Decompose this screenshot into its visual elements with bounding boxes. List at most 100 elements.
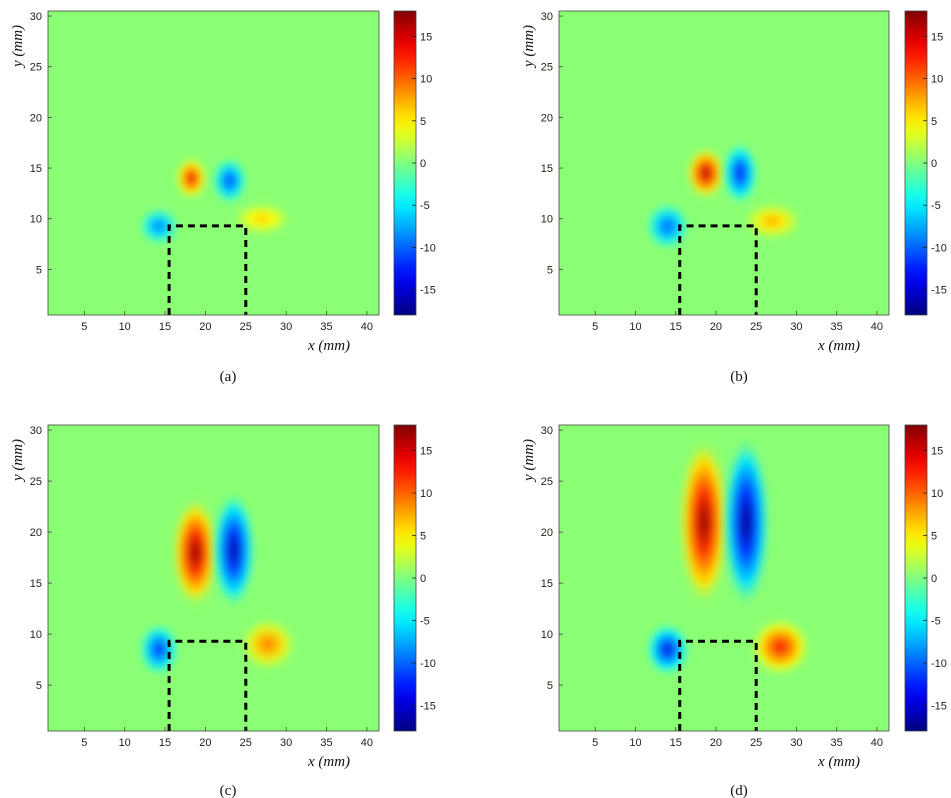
colorbar-tick-label: 0 [931,158,937,170]
y-tick-label: 10 [541,214,553,226]
negative-vorticity-region [211,157,248,205]
negative-vorticity-region [722,434,771,610]
plot-frame [47,10,380,316]
y-tick-label: 5 [547,264,553,276]
negative-vorticity-region [211,490,256,610]
colorbar-tick-label: -10 [420,658,436,670]
x-tick-label: 25 [750,321,762,333]
y-axis-label: y (mm) [10,439,26,483]
y-tick-label: 25 [30,476,42,488]
x-tick-label: 5 [81,321,87,333]
x-tick-label: 40 [871,737,883,749]
positive-vorticity-region [239,617,297,671]
x-tick-label: 25 [750,737,762,749]
colorbar-tick-label: 15 [420,446,432,458]
x-axis-label: x (mm) [307,754,350,770]
y-axis-label: y (mm) [10,25,26,69]
colorbar-tick-label: -5 [420,616,430,628]
y-tick-label: 30 [30,425,42,437]
panel-caption: (c) [220,783,237,798]
obstacle-outline [678,224,758,315]
negative-vorticity-region [722,141,759,205]
colorbar-tick-label: 5 [931,116,937,128]
colorbar-tick-label: -5 [931,200,941,212]
positive-vorticity-region [750,617,811,676]
colorbar-tick-label: -15 [931,701,947,713]
x-tick-label: 40 [361,737,373,749]
y-tick-label: 30 [30,11,42,23]
x-axis-label: x (mm) [817,754,860,770]
y-tick-label: 30 [541,11,553,23]
plot-frame [558,10,890,316]
y-tick-label: 25 [541,62,553,74]
colorbar-tick-label: 5 [931,531,937,543]
positive-vorticity-region [685,146,726,200]
colorbar-tick-label: -10 [420,242,436,254]
x-tick-label: 40 [361,321,373,333]
negative-vorticity-region [138,207,180,245]
colorbar-tick-label: 5 [420,116,426,128]
y-tick-label: 5 [36,680,42,692]
x-tick-label: 35 [831,737,843,749]
colorbar-tick-label: -5 [420,200,430,212]
x-tick-label: 25 [240,737,252,749]
x-tick-label: 30 [280,737,292,749]
panel-d: 5 10 15 20 25 30 35 40 5 10 15 20 25 30 x (mm) y (mm) 15… [521,424,947,798]
colorbar-tick-label: -10 [931,658,947,670]
colorbar-tick-label: 15 [420,31,432,43]
colorbar-tick-label: -5 [931,616,941,628]
x-tick-label: 40 [871,321,883,333]
x-axis-label: x (mm) [817,338,860,354]
y-tick-label: 15 [30,578,42,590]
y-tick-label: 10 [30,214,42,226]
y-tick-label: 20 [30,527,42,539]
y-tick-label: 20 [30,112,42,124]
colorbar-tick-label: -10 [931,242,947,254]
x-tick-label: 15 [159,737,171,749]
colorbar-tick-label: 0 [420,573,426,585]
positive-vorticity-region [175,157,208,200]
positive-vorticity-region [231,202,293,235]
y-tick-label: 20 [541,112,553,124]
colorbar-tick-label: -15 [931,285,947,297]
y-tick-label: 20 [541,527,553,539]
x-tick-label: 20 [199,321,211,333]
colorbar-tick-label: 15 [931,446,943,458]
colorbar-tick-label: 10 [931,488,943,500]
x-tick-label: 20 [710,737,722,749]
colorbar-tick-label: 10 [420,488,432,500]
colorbar-tick-label: 5 [420,531,426,543]
x-tick-label: 35 [320,321,332,333]
x-tick-label: 30 [790,321,802,333]
y-axis-label: y (mm) [521,439,537,483]
colorbar-tick-label: 10 [931,74,943,86]
x-tick-label: 5 [81,737,87,749]
panel-b: 5 10 15 20 25 30 35 40 5 10 15 20 25 30 x (mm) y (mm) 15… [521,10,947,385]
positive-vorticity-region [677,434,730,610]
y-tick-label: 5 [36,264,42,276]
y-tick-label: 15 [541,578,553,590]
x-tick-label: 15 [670,737,682,749]
negative-vorticity-region [138,623,180,676]
x-tick-label: 35 [831,321,843,333]
y-tick-label: 15 [541,163,553,175]
negative-vorticity-region [645,623,690,676]
colorbar-tick-label: -15 [420,285,436,297]
x-tick-label: 10 [629,321,641,333]
x-tick-label: 15 [159,321,171,333]
heatmap-background [48,11,379,315]
x-tick-label: 30 [790,737,802,749]
x-tick-label: 25 [240,321,252,333]
colorbar-tick-label: -15 [420,701,436,713]
positive-vorticity-region [742,202,803,240]
obstacle-outline [167,224,248,315]
y-tick-label: 5 [547,680,553,692]
colorbar-tick-label: 0 [420,158,426,170]
panel-caption: (d) [730,783,748,798]
panel-c: 5 10 15 20 25 30 35 40 5 10 15 20 25 30 x (mm) y (mm) 15… [10,424,436,798]
colorbar-tick-label: 0 [931,573,937,585]
colorbar-tick-label: 15 [931,31,943,43]
colorbar-tick-label: 10 [420,74,432,86]
y-axis-label: y (mm) [521,25,537,69]
